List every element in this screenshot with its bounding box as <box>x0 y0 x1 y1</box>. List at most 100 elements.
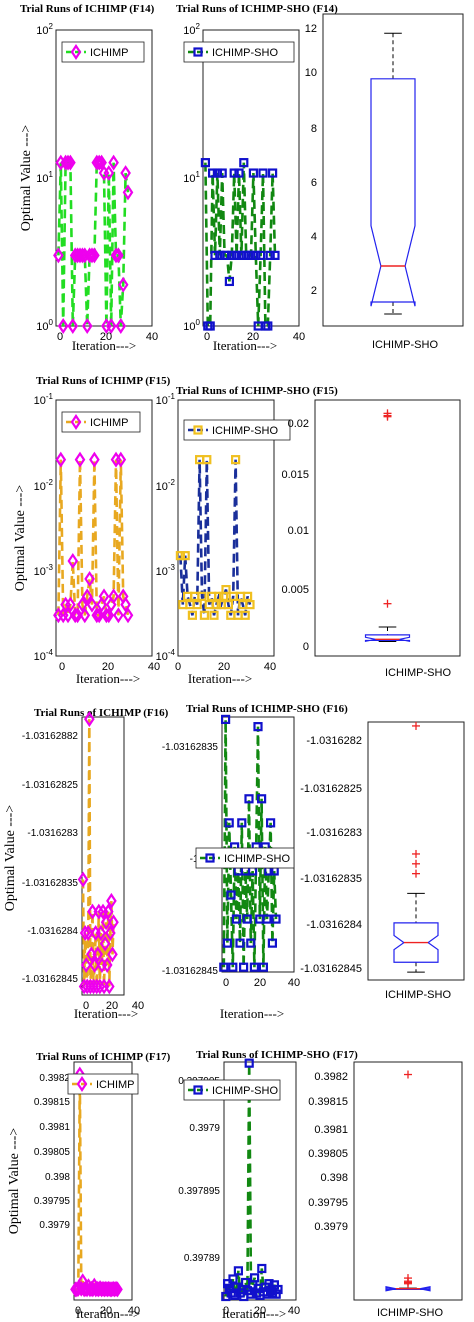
trial-run-plot: 0 20 40 <box>175 399 276 673</box>
legend-box <box>183 1079 281 1101</box>
marker-point <box>271 1289 281 1299</box>
box-category-label: ICHIMP-SHO <box>377 1307 443 1319</box>
marker-point <box>237 818 247 828</box>
marker-point <box>250 1273 260 1283</box>
marker-point <box>80 957 92 974</box>
marker-point <box>246 1289 256 1299</box>
marker-point <box>266 818 276 828</box>
trial-run-plot: 0 20 40 <box>200 29 305 343</box>
marker-point <box>62 154 74 171</box>
trial-run-plot: 0 20 40 <box>53 399 160 673</box>
legend-box <box>67 1073 139 1095</box>
marker-point <box>57 318 69 334</box>
marker-point <box>221 584 231 595</box>
legend-label: ICHIMP-SHO <box>212 425 278 437</box>
y-tick-label: 0.3982 <box>314 1071 348 1083</box>
marker-point <box>187 610 197 620</box>
marker-point <box>82 925 94 941</box>
x-tick-label: 20 <box>254 977 266 989</box>
marker-point <box>223 1279 233 1289</box>
x-axis-label: Iteration---> <box>213 338 277 353</box>
marker-point <box>95 925 107 941</box>
marker-point <box>222 938 232 948</box>
x-tick-label: 20 <box>247 331 259 343</box>
marker-point <box>227 250 237 260</box>
marker-point <box>273 1284 283 1295</box>
y-tick-label: 101 <box>36 170 53 185</box>
plot-title: Trial Runs of ICHIMP-SHO (F15) <box>176 385 338 397</box>
plot-title: Trial Runs of ICHIMP-SHO (F17) <box>196 1049 358 1061</box>
marker-point <box>214 591 224 601</box>
y-tick-label: 0.39815 <box>308 1096 348 1108</box>
y-tick-label: -1.03162835 <box>162 742 219 753</box>
y-tick-label: -1.03162825 <box>300 783 362 795</box>
y-tick-label: 10-4 <box>34 648 54 663</box>
marker-point <box>234 168 244 178</box>
marker-point <box>100 914 112 931</box>
marker-point <box>245 600 255 610</box>
marker-point <box>222 250 232 260</box>
marker-point <box>263 321 273 331</box>
y-tick-label: 0.39815 <box>34 1097 71 1108</box>
marker-point <box>107 946 118 963</box>
marker-point <box>99 935 111 952</box>
marker-point <box>89 247 100 264</box>
marker-point <box>70 414 82 430</box>
x-axis-label: Iteration---> <box>76 671 140 686</box>
marker-point <box>69 607 81 624</box>
y-tick-label: 100 <box>183 318 200 333</box>
y-tick-label: -1.03162835 <box>22 878 79 889</box>
x-tick-label: 0 <box>223 1305 229 1317</box>
marker-point <box>106 892 117 909</box>
marker-point <box>76 1076 88 1092</box>
series-line <box>222 719 278 968</box>
marker-point <box>79 925 91 941</box>
marker-point <box>65 596 76 613</box>
boxplot: 0.3982 0.39815 0.3981 0.39805 0.398 0.39795 0.… <box>308 1061 463 1319</box>
marker-point <box>113 607 124 624</box>
x-axis-label: Iteration---> <box>72 338 136 353</box>
box-notched <box>385 1285 431 1292</box>
marker-point <box>253 722 263 732</box>
y-tick-label: 0.397895 <box>178 1186 220 1197</box>
marker-point <box>103 165 115 182</box>
plot-title: Trial Runs of ICHIMP-SHO (F16) <box>186 703 348 715</box>
legend-box <box>61 41 145 63</box>
marker-point <box>229 168 239 178</box>
y-axis-label: Optimal Value ---> <box>13 485 28 591</box>
y-tick-label: 0.3979 <box>189 1123 220 1134</box>
marker-point <box>115 451 127 468</box>
marker-point <box>108 588 119 605</box>
marker-point <box>221 714 231 725</box>
marker-point <box>81 318 93 334</box>
x-tick-label: 20 <box>100 331 112 343</box>
plot-frame <box>223 1061 297 1301</box>
legend-label: ICHIMP-SHO <box>212 47 278 59</box>
x-tick-label: 20 <box>100 1305 112 1317</box>
legend-label: ICHIMP <box>96 1079 135 1091</box>
marker-point <box>77 871 89 888</box>
marker-point <box>70 44 82 60</box>
plot-frame <box>353 1061 463 1301</box>
y-tick-label: 10-1 <box>156 392 176 407</box>
y-tick-label: 0 <box>303 641 309 653</box>
legend: ICHIMP <box>61 411 141 433</box>
plot-frame <box>177 399 275 657</box>
y-tick-label: 0.398 <box>320 1172 348 1184</box>
marker-point <box>202 455 212 465</box>
marker-point <box>122 184 134 201</box>
marker-point <box>232 250 242 260</box>
y-tick-label: 101 <box>183 170 200 185</box>
marker-point <box>112 1281 123 1298</box>
marker-point <box>219 962 229 972</box>
y-tick-label: -1.03162882 <box>22 731 79 742</box>
box-category-label: ICHIMP-SHO <box>385 667 451 679</box>
x-tick-label: 0 <box>223 977 229 989</box>
y-tick-label: -1.03162825 <box>22 780 79 791</box>
legend: ICHIMP <box>67 1073 139 1095</box>
marker-point <box>193 1085 203 1095</box>
y-tick-label: 12 <box>305 23 317 35</box>
legend: ICHIMP-SHO <box>183 1079 281 1101</box>
x-tick-label: 0 <box>204 331 210 343</box>
